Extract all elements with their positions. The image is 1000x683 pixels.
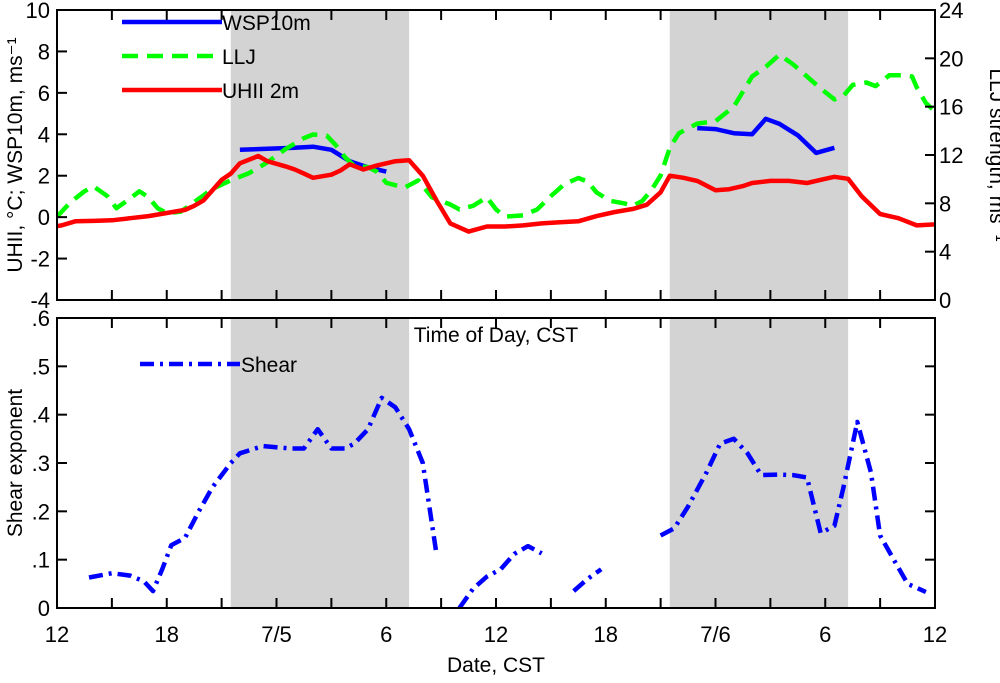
top-y2tick-label: 8 <box>939 191 951 216</box>
bottom-shaded-region <box>669 318 849 608</box>
bottom-panel: 0 .1 .2 .3 .4 .5 .6 Shear exponent Date, CST 12 18… <box>4 306 947 677</box>
top-y2tick-label: 0 <box>939 288 951 313</box>
legend-uhii-2m-label: UHII 2m <box>222 80 299 103</box>
bottom-xtick-label: 6 <box>380 622 392 647</box>
bottom-xtick-label: 7/5 <box>261 622 292 647</box>
bottom-series-shear-line <box>659 419 927 595</box>
top-legend: WSP10m LLJ UHII 2m <box>122 12 311 103</box>
bottom-xtick-label: 12 <box>45 622 69 647</box>
top-ytick-label: 0 <box>38 205 50 230</box>
bottom-ytick-label: .2 <box>32 499 50 524</box>
bottom-ytick-label: .4 <box>32 403 50 428</box>
bottom-ytick-label: .6 <box>32 306 50 331</box>
top-y2tick-label: 16 <box>939 95 963 120</box>
top-series-llj-line <box>57 52 935 219</box>
bottom-xtick-label: 12 <box>484 622 508 647</box>
bottom-x-axis-title: Date, CST <box>447 654 545 677</box>
top-ytick-label: -2 <box>30 247 50 272</box>
bottom-ytick-label: 0 <box>38 596 50 621</box>
bottom-xtick-label: 6 <box>819 622 831 647</box>
bottom-series-shear-line <box>88 395 439 594</box>
bottom-xtick-label: 12 <box>923 622 947 647</box>
bottom-xtick-label: 18 <box>155 622 179 647</box>
bottom-plot-area <box>88 395 927 608</box>
top-y2tick-label: 20 <box>939 46 963 71</box>
bottom-legend: Shear <box>140 354 297 377</box>
bottom-shaded-region <box>230 318 410 608</box>
legend-shear-label: Shear <box>241 354 297 377</box>
bottom-y-axis-title: Shear exponent <box>4 389 27 537</box>
legend-llj-label: LLJ <box>222 46 256 69</box>
top-shaded-region <box>669 10 849 300</box>
bottom-ytick-label: .1 <box>32 548 50 573</box>
top-ytick-label: -4 <box>30 288 50 313</box>
top-y2tick-label: 24 <box>939 0 963 23</box>
legend-wsp10m-label: WSP10m <box>222 12 311 35</box>
bottom-ytick-label: .3 <box>32 451 50 476</box>
top-y2-axis-title: LLJ strength, ms⁻¹ <box>985 68 1000 241</box>
top-y-axis-title: UHII, °C; WSP10m, ms⁻¹ <box>4 37 27 272</box>
top-y2tick-label: 12 <box>939 143 963 168</box>
top-plot-area <box>57 52 935 234</box>
top-x-axis-title: Time of Day, CST <box>414 324 579 347</box>
top-series-wsp10m-line <box>697 116 836 156</box>
top-ytick-label: 8 <box>38 39 50 64</box>
bottom-series-shear-line <box>572 567 603 593</box>
top-y2tick-label: 4 <box>939 240 951 265</box>
bottom-xtick-label: 18 <box>594 622 618 647</box>
top-series-uhii-2m-line <box>57 153 935 234</box>
top-ytick-label: 10 <box>26 0 50 23</box>
bottom-series-shear-line <box>457 543 543 608</box>
bottom-xtick-label: 7/6 <box>700 622 731 647</box>
bottom-ytick-label: .5 <box>32 354 50 379</box>
top-ytick-label: 4 <box>38 122 50 147</box>
top-ytick-label: 2 <box>38 164 50 189</box>
top-ytick-label: 6 <box>38 81 50 106</box>
